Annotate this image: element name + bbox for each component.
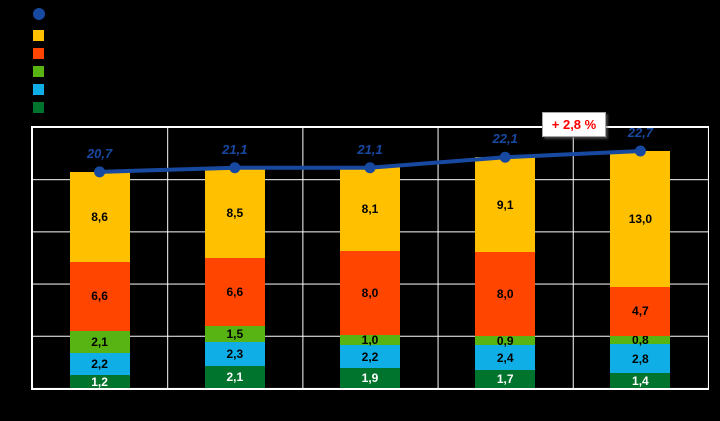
- bar-segment-label: 8,0: [496, 287, 514, 302]
- bar-segment-dark-green: 1,2: [69, 374, 130, 389]
- bar-segment-yellow: 9,1: [475, 157, 536, 253]
- legend-marker-yellow-series: [33, 30, 44, 41]
- bar-segment-orange: 6,6: [204, 257, 265, 327]
- bar-segment-orange: 8,0: [475, 252, 536, 336]
- bar-segment-label: 2,1: [91, 334, 108, 349]
- bar-segment-label: 2,8: [632, 351, 649, 366]
- bar-segment-label: 6,6: [226, 284, 244, 299]
- bar-segment-label: 1,0: [361, 333, 379, 347]
- bar-segment-light-blue: 2,2: [69, 352, 130, 376]
- total-line-marker: [499, 151, 511, 163]
- total-line-label: 21,1: [222, 141, 248, 157]
- bar-segment-label: 6,6: [91, 289, 108, 304]
- bar-segment-label: 4,7: [632, 304, 649, 319]
- bar-segment-label: 8,1: [361, 201, 379, 216]
- bar-segment-label: 1,5: [226, 327, 244, 342]
- total-line-marker: [364, 162, 376, 174]
- bar-segment-yellow: 8,1: [340, 166, 400, 252]
- bar-segment-green: 1,0: [340, 333, 400, 347]
- legend-marker-green-series: [33, 66, 44, 77]
- bar-segment-label: 0,8: [632, 333, 649, 347]
- bar-segment-orange: 8,0: [340, 251, 400, 335]
- bar-segment-label: 8,0: [361, 286, 379, 301]
- bar-segment-orange: 6,6: [69, 261, 130, 331]
- bar-segment-label: 2,4: [496, 350, 514, 365]
- chart-legend: [33, 8, 45, 113]
- bar-segment-yellow: 8,6: [69, 171, 130, 262]
- bar-segment-dark-green: 1,7: [475, 370, 536, 388]
- bar-segment-label: 2,3: [226, 347, 244, 362]
- bar-segment-label: 1,9: [361, 371, 379, 386]
- bar-segment-label: 1,7: [496, 372, 514, 387]
- bar-segment-green: 0,8: [610, 333, 671, 347]
- bar-segment-green: 0,9: [475, 333, 536, 348]
- total-line-marker: [634, 145, 646, 157]
- bar-segment-dark-green: 2,1: [204, 366, 265, 388]
- bar-segment-label: 2,1: [226, 370, 244, 385]
- total-line-marker: [94, 166, 106, 178]
- bar-segment-label: 13,0: [628, 211, 653, 226]
- bar-segment-light-blue: 2,8: [610, 344, 671, 374]
- bar-segment-light-blue: 2,3: [204, 342, 265, 367]
- bar-segment-orange: 4,7: [610, 286, 671, 336]
- bar-segment-dark-green: 1,9: [340, 368, 400, 388]
- bar-segment-light-blue: 2,4: [475, 345, 536, 371]
- bar-group: 1,2 2,2 2,1 6,6 8,6: [69, 171, 130, 389]
- bar-segment-label: 2,2: [361, 349, 379, 364]
- bar-group: 1,4 2,8 0,8 4,7 13,0: [610, 151, 671, 388]
- bar-segment-label: 2,2: [91, 357, 108, 371]
- bar-segment-green: 1,5: [204, 326, 265, 343]
- total-line-label: 22,1: [492, 131, 518, 147]
- bar-segment-label: 0,9: [496, 333, 514, 348]
- total-line-label: 20,7: [86, 145, 113, 161]
- legend-marker-total-line: [33, 8, 45, 20]
- bar-segment-label: 1,4: [632, 373, 649, 388]
- legend-marker-light-blue-series: [33, 84, 44, 95]
- legend-marker-orange-series: [33, 48, 44, 59]
- bar-group: 1,9 2,2 1,0 8,0 8,1: [340, 166, 400, 388]
- bar-segment-light-blue: 2,2: [340, 345, 400, 369]
- bar-segment-label: 1,2: [91, 374, 108, 389]
- legend-marker-dark-green-series: [33, 102, 44, 113]
- bar-segment-label: 8,5: [226, 206, 244, 221]
- plot-area: 1,2 2,2 2,1 6,6 8,6 2,1 2,3 1,5 6,6 8,5 1,9 2,2 1,0 8…: [31, 126, 709, 390]
- total-line-label: 21,1: [357, 141, 383, 157]
- bar-segment-label: 9,1: [496, 197, 514, 212]
- total-line-marker: [229, 162, 241, 174]
- total-line: [94, 145, 646, 178]
- bar-segment-yellow: 8,5: [204, 168, 265, 258]
- bar-segment-dark-green: 1,4: [610, 373, 671, 388]
- growth-annotation: + 2,8 %: [542, 112, 606, 137]
- bar-group: 1,7 2,4 0,9 8,0 9,1: [475, 157, 536, 388]
- bar-segment-label: 8,6: [91, 209, 108, 224]
- bar-segment-green: 2,1: [69, 330, 130, 353]
- bar-group: 2,1 2,3 1,5 6,6 8,5: [204, 168, 265, 388]
- bar-segment-yellow: 13,0: [610, 151, 671, 287]
- total-line-label: 22,7: [627, 125, 654, 141]
